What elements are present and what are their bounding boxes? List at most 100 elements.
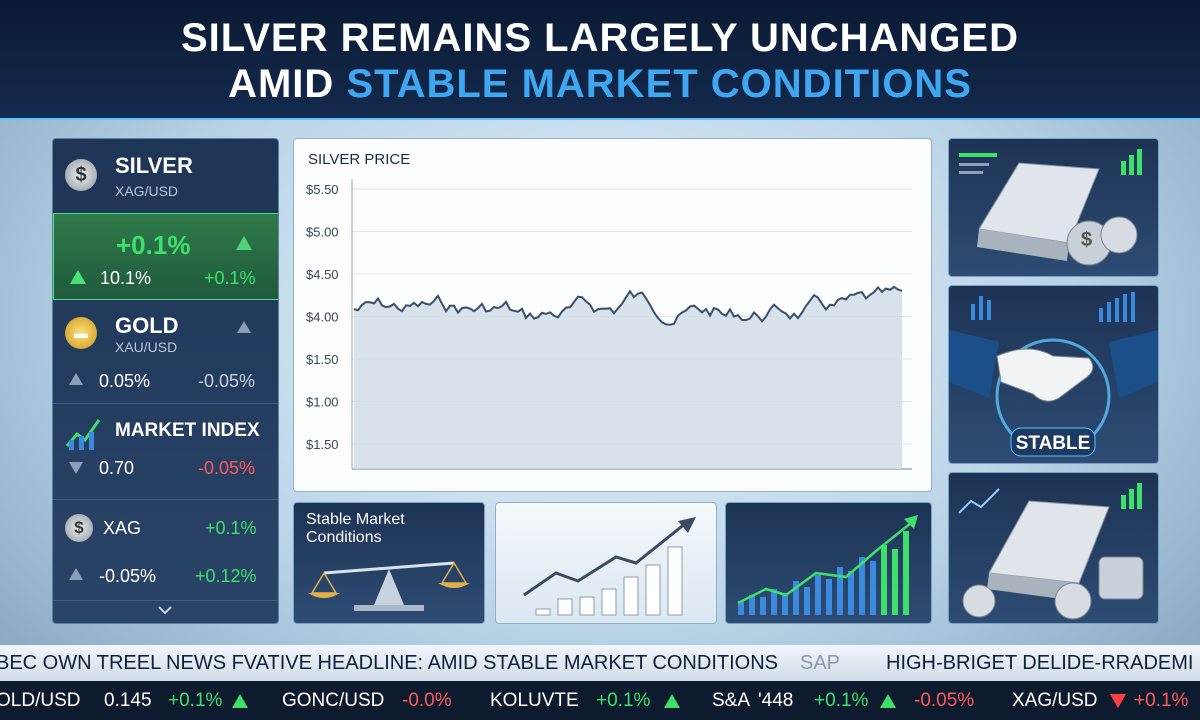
stable-panel: STABLE [948,285,1159,464]
chart-title: SILVER PRICE [308,151,411,168]
ticker-change: +0.1% [814,690,869,711]
change-left: 0.05% [99,371,151,391]
volume-bar [804,587,810,615]
xag-row[interactable]: $ XAG +0.1% -0.05% +0.12% [53,500,278,601]
y-tick-label: $4.50 [306,267,339,282]
change-left: 0.70 [99,458,135,478]
up-arrow [232,694,248,708]
index-row[interactable]: MARKET INDEX 0.70 -0.05% [53,404,278,500]
expand-chevron[interactable] [157,605,173,615]
title-line: AMID STABLE MARKET CONDITIONS [0,62,1200,107]
change-right: +0.12% [195,566,257,586]
trend-line [737,522,912,605]
volume-icon [737,515,918,615]
change-value: +0.1% [116,230,191,260]
volume-bar [815,575,821,615]
growth-icon [523,517,696,616]
ticker-change: +0.1% [1134,690,1189,711]
ticker-change: -0.05% [914,690,975,711]
price-chart: $5.50 $5.00 $4.50 $4.00 $1.50 $1.00 $1.50 [306,179,912,470]
price-chart-panel: SILVER PRICE $5.50 $5.00 $4.50 $4.00 $1.50 $1… [293,138,932,492]
index-icon [65,419,101,450]
y-tick-label: $1.50 [306,437,339,452]
headline: BEC OWN TREEL NEWS FVATIVE HEADLINE: AMI… [0,652,778,674]
quote-ticker: OLD/USD 0.145 +0.1% GONC/USD -0.0% KOLUV… [0,681,1200,720]
volume-bar [782,593,788,615]
ticker-change: +0.1% [168,690,223,711]
up-arrow [69,373,83,385]
coin-icon: $ [65,159,97,191]
price-line [353,285,903,326]
asset-pair: XAG/USD [115,183,179,199]
ticker-symbol: OLD/USD [0,690,81,711]
trend-arrow [904,515,918,529]
ticker-price: '448 [758,690,794,711]
change-value: +0.1% [205,518,257,538]
change-left: 10.1% [100,268,152,288]
headline: SAP [800,652,841,674]
title-part: AMID [228,62,335,106]
title-highlight: STABLE MARKET CONDITIONS [346,62,972,106]
volume-bar [903,531,909,615]
change-left: -0.05% [99,566,157,586]
volume-bar [738,601,744,615]
ticker-change: +0.1% [596,690,651,711]
volume-bar [870,561,876,615]
title-line: SILVER REMAINS LARGELY UNCHANGED [180,16,1019,60]
y-tick-label: $1.50 [306,352,339,367]
panel-label: Stable Market Conditions [306,511,405,546]
volume-panel [725,502,932,624]
handshake-icon [949,292,1158,457]
news-ticker: BEC OWN TREEL NEWS FVATIVE HEADLINE: AMI… [0,645,1200,681]
up-arrow [69,568,83,580]
gold-row[interactable]: ▬ GOLD XAU/USD 0.05% -0.05% [53,299,278,404]
growth-panel [495,502,717,624]
up-arrow [664,694,680,708]
up-arrow [70,270,86,284]
stable-market-panel: Stable Market Conditions [293,502,485,624]
volume-bar [826,579,832,615]
volume-bar [848,571,854,615]
ticker-symbol: KOLUVTE [490,690,579,711]
gold-bar-panel [948,472,1159,624]
ticker-symbol: S&A [712,690,751,711]
ticker-change: -0.0% [402,690,452,711]
coin-symbol: $ [1081,229,1093,251]
asset-name: GOLD [115,313,179,338]
change-right: +0.1% [204,268,256,288]
y-tick-label: $1.00 [306,395,339,410]
price-area [354,286,902,469]
ticker-price: 0.145 [104,690,152,711]
ticker-symbol: GONC/USD [282,690,385,711]
balance-scale [308,561,470,611]
volume-bar [749,595,755,615]
volume-bar [771,589,777,615]
silver-row[interactable]: $ SILVER XAG/USD [53,139,278,214]
silver-bar-icon [959,149,1142,266]
highlight-row: +0.1% 10.1% +0.1% [53,213,278,300]
asset-name: MARKET INDEX [115,420,260,441]
volume-bar [837,567,843,615]
asset-name: XAG [103,518,142,538]
header: SILVER REMAINS LARGELY UNCHANGED AMID ST… [0,0,1200,120]
volume-bar [793,581,799,615]
gold-icon: ▬ [65,317,97,349]
asset-pair: XAU/USD [115,339,178,355]
up-arrow [237,321,251,333]
down-arrow [69,462,83,474]
down-arrow [1110,694,1126,708]
silver-bar-panel: $ [948,138,1159,277]
y-tick-label: $4.00 [306,310,339,325]
y-tick-label: $5.50 [306,182,339,197]
change-right: -0.05% [198,458,256,478]
volume-bar [859,557,865,615]
headline: HIGH-BRIGET DELIDE-RRADEMI [886,652,1194,674]
volume-bar [881,545,887,615]
up-arrow [880,694,896,708]
volume-bar [892,549,898,615]
stable-badge: STABLE [1015,433,1091,454]
asset-name: SILVER [115,153,193,178]
y-tick-label: $5.00 [306,225,339,240]
coin-icon: $ [65,514,93,542]
